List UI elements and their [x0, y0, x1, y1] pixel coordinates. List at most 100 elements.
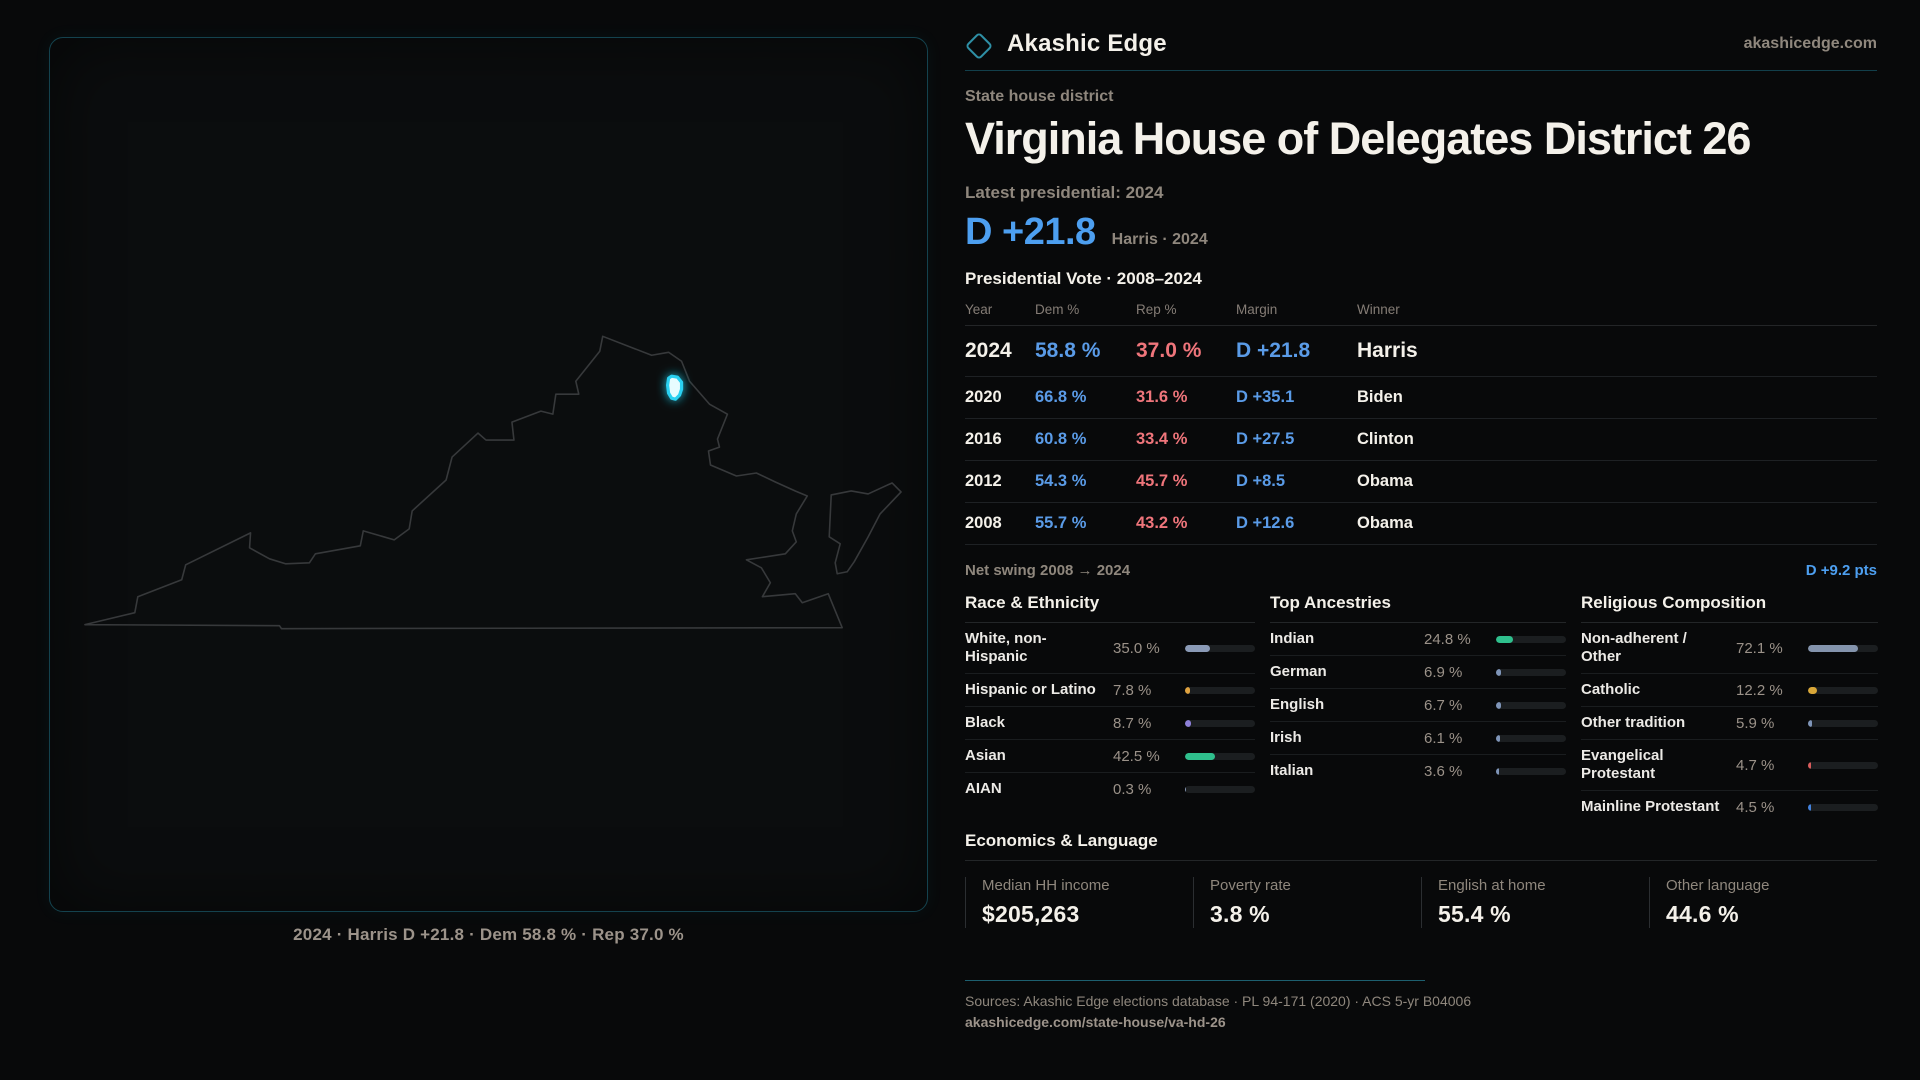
- ancestries-title: Top Ancestries: [1270, 593, 1566, 623]
- header: Akashic Edge akashicedge.com: [964, 30, 1877, 71]
- list-item: Italian 3.6 %: [1270, 755, 1566, 787]
- demo-bar: [1496, 668, 1566, 676]
- economics-section: Economics & Language Median HH income $20…: [965, 831, 1877, 928]
- demo-bar: [1808, 719, 1878, 727]
- sources-text: Sources: Akashic Edge elections database…: [965, 993, 1472, 1009]
- page-title: Virginia House of Delegates District 26: [965, 113, 1751, 164]
- margin-cell: D +21.8: [1236, 339, 1311, 362]
- district-shape[interactable]: [665, 374, 684, 401]
- demo-value: 72.1 %: [1736, 639, 1783, 657]
- demo-bar: [1185, 719, 1255, 727]
- demo-label: Irish: [1270, 729, 1302, 746]
- list-item: White, non-Hispanic 35.0 %: [965, 623, 1255, 674]
- list-item: Asian 42.5 %: [965, 740, 1255, 773]
- demo-value: 0.3 %: [1113, 780, 1152, 798]
- demo-bar-fill: [1496, 767, 1499, 775]
- demo-bar: [1808, 761, 1878, 769]
- demo-bar: [1185, 686, 1255, 694]
- rep-cell: 31.6 %: [1136, 388, 1188, 406]
- vote-table-body: 2024 58.8 % 37.0 % D +21.8 Harris 2020 66.8 % 3…: [965, 326, 1877, 545]
- list-item: Irish 6.1 %: [1270, 722, 1566, 755]
- dem-cell: 54.3 %: [1035, 472, 1087, 490]
- demo-value: 4.5 %: [1736, 798, 1775, 816]
- demo-bar: [1185, 752, 1255, 760]
- demo-bar: [1496, 767, 1566, 775]
- stat-value: $205,263: [982, 901, 1080, 927]
- demo-bar-fill: [1808, 761, 1812, 769]
- margin-cell: D +12.6: [1236, 514, 1295, 532]
- race-ethnicity-section: Race & Ethnicity White, non-Hispanic 35.0…: [965, 593, 1255, 805]
- footer-divider: [965, 980, 1425, 981]
- table-row: 2020 66.8 % 31.6 % D +35.1 Biden: [965, 377, 1877, 419]
- demo-value: 42.5 %: [1113, 747, 1160, 765]
- headline: D +21.8 Harris · 2024: [965, 211, 1877, 254]
- demo-bar: [1496, 734, 1566, 742]
- demo-label: Other tradition: [1581, 714, 1686, 731]
- demo-value: 5.9 %: [1736, 714, 1775, 732]
- district-panel: Akashic Edge akashicedge.com State house…: [964, 0, 1878, 1030]
- winner-cell: Clinton: [1357, 430, 1414, 448]
- stat-card: Other language 44.6 %: [1649, 877, 1877, 928]
- map-card: [49, 37, 928, 912]
- year-cell: 2012: [965, 472, 1002, 490]
- demo-value: 6.7 %: [1424, 696, 1463, 714]
- demo-bar-fill: [1496, 635, 1514, 643]
- demo-value: 24.8 %: [1424, 630, 1471, 648]
- eastern-shore-outline: [828, 482, 902, 575]
- table-row: 2024 58.8 % 37.0 % D +21.8 Harris: [965, 326, 1877, 377]
- list-item: Non-adherent / Other 72.1 %: [1581, 623, 1878, 674]
- religion-section: Religious Composition Non-adherent / Oth…: [1581, 593, 1878, 823]
- demo-bar: [1496, 701, 1566, 709]
- rep-cell: 43.2 %: [1136, 514, 1188, 532]
- winner-cell: Obama: [1357, 514, 1413, 532]
- stat-value: 44.6 %: [1666, 901, 1739, 927]
- list-item: Indian 24.8 %: [1270, 623, 1566, 656]
- demo-bar: [1185, 785, 1255, 793]
- stat-label: English at home: [1438, 877, 1546, 894]
- demo-label: English: [1270, 696, 1325, 713]
- demo-bar-fill: [1808, 686, 1817, 694]
- table-row: 2008 55.7 % 43.2 % D +12.6 Obama: [965, 503, 1877, 545]
- list-item: AIAN 0.3 %: [965, 773, 1255, 805]
- demo-value: 3.6 %: [1424, 762, 1463, 780]
- race-ethnicity-title: Race & Ethnicity: [965, 593, 1255, 623]
- col-margin: Margin: [1236, 302, 1278, 317]
- economics-stats: Median HH income $205,263 Poverty rate 3.8 …: [965, 877, 1877, 928]
- rep-cell: 33.4 %: [1136, 430, 1188, 448]
- stat-value: 3.8 %: [1210, 901, 1270, 927]
- list-item: Other tradition 5.9 %: [1581, 707, 1878, 740]
- dem-cell: 66.8 %: [1035, 388, 1087, 406]
- col-year: Year: [965, 302, 993, 317]
- demo-bar: [1185, 644, 1255, 652]
- demo-value: 7.8 %: [1113, 681, 1152, 699]
- list-item: Mainline Protestant 4.5 %: [1581, 791, 1878, 823]
- demo-label: Italian: [1270, 762, 1314, 779]
- demo-bar-fill: [1496, 734, 1501, 742]
- demo-bar-fill: [1808, 803, 1812, 811]
- margin-cell: D +35.1: [1236, 388, 1295, 406]
- dem-cell: 55.7 %: [1035, 514, 1087, 532]
- rep-cell: 45.7 %: [1136, 472, 1188, 490]
- demo-bar-fill: [1808, 719, 1813, 727]
- permalink-link[interactable]: akashicedge.com/state-house/va-hd-26: [965, 1014, 1226, 1030]
- stat-card: Median HH income $205,263: [965, 877, 1193, 928]
- demo-bar: [1808, 686, 1878, 694]
- demo-label: Catholic: [1581, 681, 1641, 698]
- demo-bar-fill: [1496, 701, 1501, 709]
- demo-label: Hispanic or Latino: [965, 681, 1096, 698]
- demo-bar-fill: [1185, 719, 1192, 727]
- list-item: Hispanic or Latino 7.8 %: [965, 674, 1255, 707]
- brand-site-link[interactable]: akashicedge.com: [1743, 35, 1877, 52]
- winner-cell: Biden: [1357, 388, 1403, 406]
- stat-label: Other language: [1666, 877, 1770, 894]
- stat-card: Poverty rate 3.8 %: [1193, 877, 1421, 928]
- table-header-row: Year Dem % Rep % Margin Winner: [965, 302, 1877, 326]
- demo-label: Asian: [965, 747, 1006, 764]
- list-item: Catholic 12.2 %: [1581, 674, 1878, 707]
- list-item: English 6.7 %: [1270, 689, 1566, 722]
- demo-bar: [1496, 635, 1566, 643]
- margin-cell: D +27.5: [1236, 430, 1295, 448]
- stat-value: 55.4 %: [1438, 901, 1511, 927]
- table-row: 2016 60.8 % 33.4 % D +27.5 Clinton: [965, 419, 1877, 461]
- demo-label: Mainline Protestant: [1581, 798, 1720, 815]
